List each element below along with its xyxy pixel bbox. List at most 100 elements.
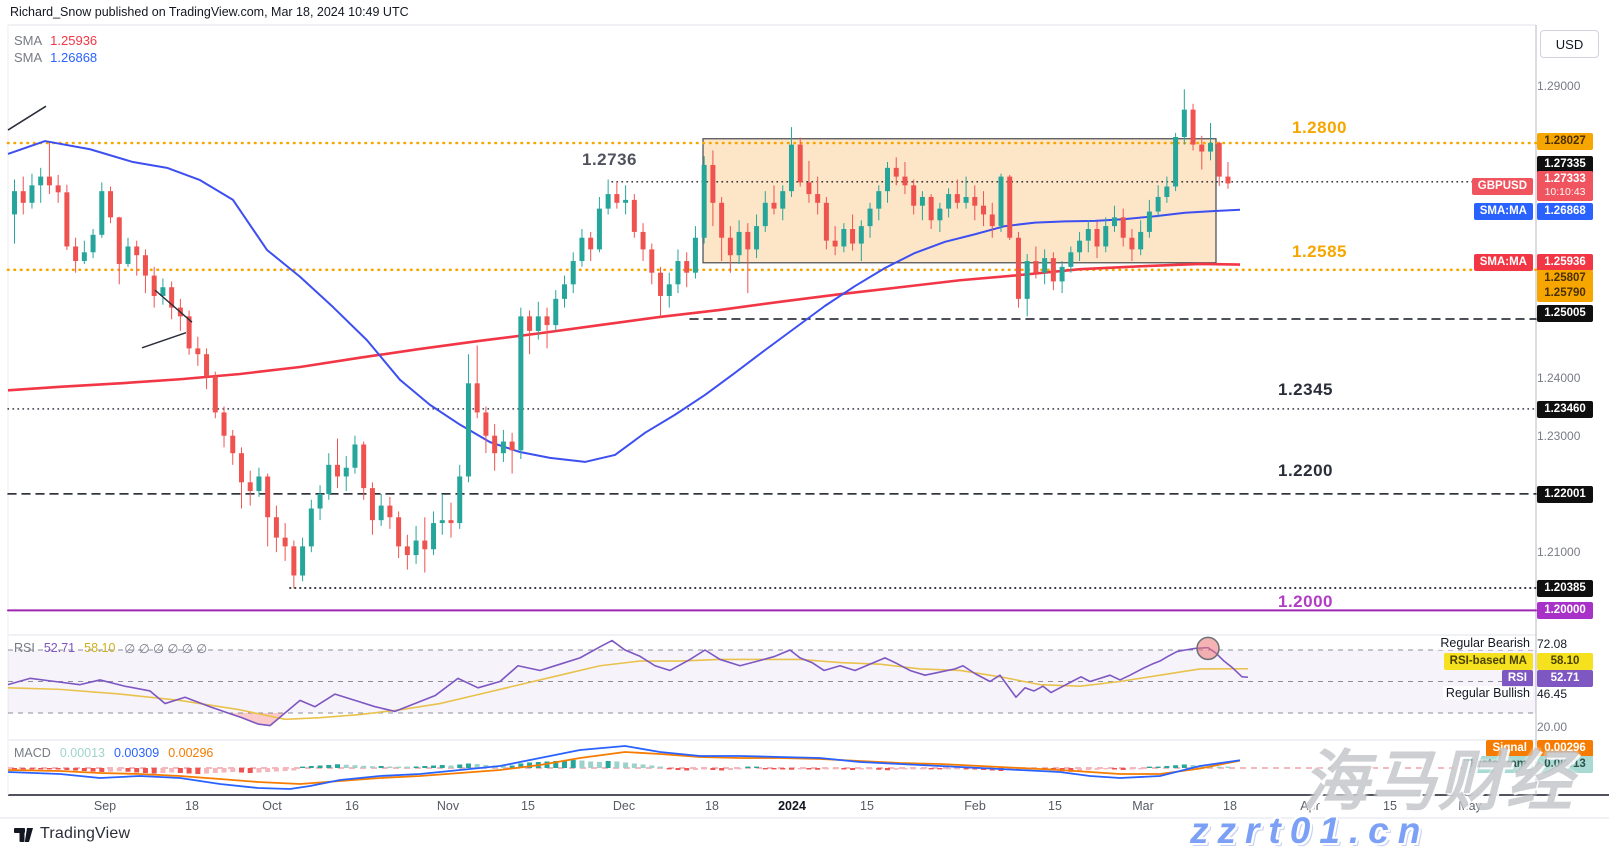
candle-body[interactable] bbox=[1077, 240, 1083, 253]
candle-body[interactable] bbox=[125, 246, 131, 264]
candle-body[interactable] bbox=[99, 191, 105, 235]
candle-body[interactable] bbox=[780, 191, 786, 209]
candle-body[interactable] bbox=[893, 167, 899, 177]
candle-body[interactable] bbox=[361, 444, 367, 489]
candle-body[interactable] bbox=[815, 194, 821, 203]
candle-body[interactable] bbox=[588, 237, 594, 250]
candle-body[interactable] bbox=[20, 191, 26, 203]
candle-body[interactable] bbox=[1164, 186, 1170, 197]
candle-body[interactable] bbox=[142, 255, 148, 276]
candle-body[interactable] bbox=[998, 176, 1004, 227]
candle-body[interactable] bbox=[570, 261, 576, 285]
candle-body[interactable] bbox=[326, 464, 332, 494]
legend-sma-fast[interactable]: SMA 1.26868 bbox=[14, 50, 97, 65]
candle-body[interactable] bbox=[946, 194, 952, 209]
candle-body[interactable] bbox=[282, 537, 288, 547]
candle-body[interactable] bbox=[719, 202, 725, 238]
candle-body[interactable] bbox=[649, 249, 655, 273]
candle-body[interactable] bbox=[195, 348, 201, 355]
candle-body[interactable] bbox=[736, 231, 742, 256]
candle-body[interactable] bbox=[1173, 137, 1179, 187]
candle-body[interactable] bbox=[465, 383, 471, 477]
candle-body[interactable] bbox=[439, 520, 445, 524]
time-label-15[interactable]: 15 bbox=[1383, 799, 1397, 813]
time-label-May[interactable]: May bbox=[1458, 799, 1482, 813]
time-label-Dec[interactable]: Dec bbox=[612, 799, 636, 813]
candle-body[interactable] bbox=[352, 444, 358, 468]
time-label-2024[interactable]: 2024 bbox=[778, 799, 806, 813]
candle-body[interactable] bbox=[1138, 231, 1144, 250]
candle-body[interactable] bbox=[81, 252, 87, 262]
candle-body[interactable] bbox=[1190, 109, 1196, 145]
candle-body[interactable] bbox=[169, 287, 175, 308]
pennant-line-0[interactable] bbox=[141, 331, 187, 349]
candle-body[interactable] bbox=[972, 196, 978, 206]
candle-body[interactable] bbox=[710, 164, 716, 203]
candle-body[interactable] bbox=[919, 196, 925, 206]
legend-sma-slow[interactable]: SMA 1.25936 bbox=[14, 33, 97, 48]
time-label-15[interactable]: 15 bbox=[521, 799, 535, 813]
time-label-Sep[interactable]: Sep bbox=[93, 799, 117, 813]
candle-body[interactable] bbox=[221, 412, 227, 436]
candle-body[interactable] bbox=[544, 316, 550, 326]
candle-body[interactable] bbox=[1146, 211, 1152, 232]
candle-body[interactable] bbox=[90, 234, 96, 253]
time-label-18[interactable]: 18 bbox=[705, 799, 719, 813]
candle-body[interactable] bbox=[911, 185, 917, 206]
candle-body[interactable] bbox=[823, 202, 829, 241]
candle-body[interactable] bbox=[1024, 261, 1030, 299]
candle-body[interactable] bbox=[431, 523, 437, 550]
candle-body[interactable] bbox=[1103, 226, 1109, 247]
candle-body[interactable] bbox=[483, 412, 489, 436]
candle-body[interactable] bbox=[1225, 176, 1231, 184]
candle-body[interactable] bbox=[335, 464, 341, 477]
candle-body[interactable] bbox=[771, 202, 777, 209]
candle-body[interactable] bbox=[614, 194, 620, 203]
candle-body[interactable] bbox=[448, 520, 454, 524]
tradingview-attribution[interactable]: TradingView bbox=[14, 825, 130, 843]
candle-body[interactable] bbox=[675, 261, 681, 285]
candle-body[interactable] bbox=[832, 240, 838, 247]
candle-body[interactable] bbox=[762, 202, 768, 227]
candle-body[interactable] bbox=[378, 505, 384, 521]
candle-body[interactable] bbox=[38, 176, 44, 186]
candle-body[interactable] bbox=[1208, 142, 1214, 152]
candle-body[interactable] bbox=[754, 226, 760, 250]
candle-body[interactable] bbox=[605, 194, 611, 209]
candle-body[interactable] bbox=[413, 540, 419, 556]
candle-body[interactable] bbox=[500, 441, 506, 454]
candle-body[interactable] bbox=[788, 144, 794, 192]
candle-body[interactable] bbox=[73, 246, 79, 262]
candle-body[interactable] bbox=[561, 284, 567, 299]
candle-body[interactable] bbox=[850, 229, 856, 244]
candle-body[interactable] bbox=[457, 476, 463, 524]
time-label-15[interactable]: 15 bbox=[860, 799, 874, 813]
time-label-Oct[interactable]: Oct bbox=[262, 799, 282, 813]
candle-body[interactable] bbox=[797, 144, 803, 183]
candle-body[interactable] bbox=[151, 275, 157, 296]
candle-body[interactable] bbox=[684, 261, 690, 273]
candle-body[interactable] bbox=[1155, 196, 1161, 212]
candle-body[interactable] bbox=[492, 435, 498, 454]
candle-body[interactable] bbox=[474, 383, 480, 413]
rsi-peak-circle-annotation[interactable] bbox=[1196, 636, 1220, 661]
rsi-indicator-legend[interactable]: RSI 52.71 58.10 ∅ ∅ ∅ ∅ ∅ ∅ bbox=[14, 641, 207, 656]
candle-body[interactable] bbox=[1216, 142, 1222, 177]
candle-body[interactable] bbox=[954, 194, 960, 203]
candle-body[interactable] bbox=[369, 488, 375, 521]
candle-body[interactable] bbox=[29, 185, 35, 203]
time-label-15[interactable]: 15 bbox=[1048, 799, 1062, 813]
candle-body[interactable] bbox=[841, 229, 847, 247]
candle-body[interactable] bbox=[623, 199, 629, 203]
candle-body[interactable] bbox=[134, 246, 140, 256]
candle-body[interactable] bbox=[343, 467, 349, 477]
candle-body[interactable] bbox=[387, 505, 393, 518]
candle-body[interactable] bbox=[1068, 252, 1074, 267]
candle-body[interactable] bbox=[867, 208, 873, 227]
candle-body[interactable] bbox=[858, 226, 864, 244]
time-label-18[interactable]: 18 bbox=[185, 799, 199, 813]
candle-body[interactable] bbox=[46, 176, 52, 186]
candle-body[interactable] bbox=[1042, 258, 1048, 273]
candle-body[interactable] bbox=[1085, 229, 1091, 241]
